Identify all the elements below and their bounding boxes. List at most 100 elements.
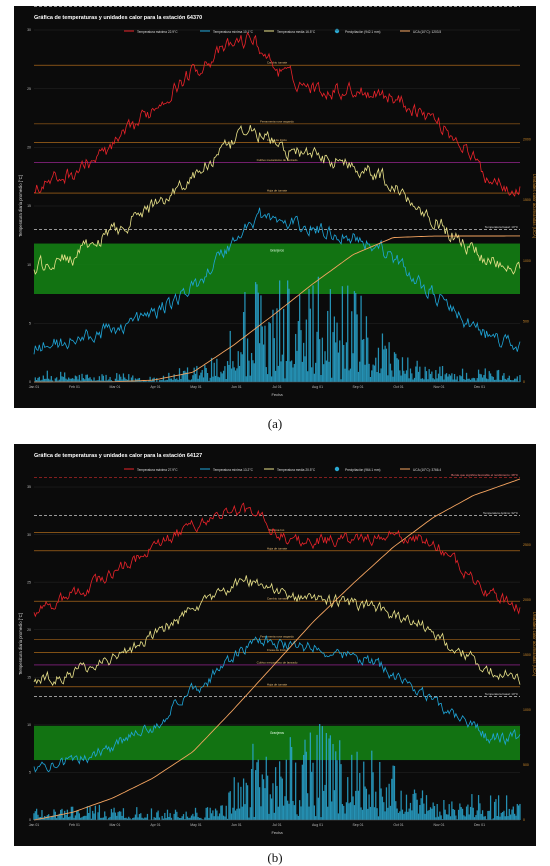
precip-bar (455, 815, 457, 820)
precip-bar (455, 379, 457, 382)
legend-entry: Temperatura media 20.5°C (277, 468, 316, 472)
precip-bar (86, 806, 89, 820)
precip-bar (249, 375, 251, 382)
precip-bar (363, 761, 365, 820)
precip-bar (444, 809, 446, 820)
precip-bar (499, 816, 501, 820)
precip-bar (248, 817, 250, 820)
precip-bar (268, 322, 270, 382)
precip-bar (273, 812, 275, 820)
precip-bar (205, 367, 207, 382)
precip-bar (363, 339, 365, 382)
precip-bar (345, 802, 348, 820)
precip-bar (289, 361, 291, 382)
precip-bar (150, 808, 153, 820)
precip-bar (319, 723, 321, 820)
precip-bar (293, 805, 295, 820)
precip-bar (301, 361, 303, 382)
precip-bar (65, 378, 67, 382)
precip-bar (368, 363, 370, 382)
precip-bar (224, 366, 226, 382)
precip-bar (46, 370, 48, 382)
precip-bar (65, 814, 67, 820)
precip-bar (385, 348, 388, 382)
precip-bar (321, 726, 323, 820)
series-line-tmax (33, 502, 521, 618)
precip-bar (237, 351, 239, 382)
precip-bar (291, 746, 293, 820)
precip-bar (329, 289, 332, 382)
precip-bar (459, 375, 461, 382)
precip-bar (461, 808, 464, 820)
precip-bar (489, 373, 492, 382)
precip-bar (122, 808, 125, 820)
precip-bar (241, 806, 243, 820)
x-tick-label: Apr 01 (150, 385, 160, 389)
precip-bar (70, 806, 72, 820)
precip-bar (429, 373, 432, 382)
precip-bar (236, 368, 238, 382)
precip-bar (445, 814, 448, 820)
x-tick-label: Jan 01 (29, 823, 40, 827)
precip-bar (281, 778, 283, 820)
precip-bar (201, 370, 203, 382)
precip-bar (404, 373, 406, 382)
precip-bar (343, 805, 345, 820)
precip-bar (233, 777, 235, 820)
precip-bar (37, 814, 39, 820)
precip-bar (317, 797, 319, 820)
precip-bar (349, 802, 352, 820)
precip-bar (45, 378, 47, 382)
precip-bar (268, 813, 270, 820)
precip-bar (440, 376, 442, 382)
precip-bar (210, 813, 213, 820)
precip-bar (475, 815, 477, 820)
precip-bar (491, 376, 493, 382)
precip-bar (257, 292, 259, 382)
precip-bar (69, 378, 71, 382)
precip-bar (76, 376, 78, 382)
precip-bar (58, 379, 60, 382)
precip-bar (392, 765, 394, 820)
precip-bar (121, 379, 123, 382)
precip-bar (205, 807, 207, 820)
precip-bar (517, 381, 520, 382)
annotation-label: Máxima Inc. (269, 528, 285, 532)
precip-bar (172, 379, 174, 382)
precip-bar (457, 381, 460, 382)
precip-bar (459, 803, 461, 820)
precip-bar (188, 379, 190, 382)
precip-bar (425, 795, 428, 820)
precip-bar (277, 806, 279, 820)
precip-bar (254, 282, 257, 382)
precip-bar (425, 371, 428, 382)
precip-bar (359, 772, 361, 820)
precip-bar (106, 819, 109, 820)
precip-bar (324, 784, 326, 820)
precip-bar (415, 793, 417, 820)
precip-bar (320, 375, 322, 382)
annotation-label: Temperatura óptima: 32°C (483, 511, 519, 515)
precip-bar (145, 380, 147, 382)
precip-bar (408, 378, 410, 382)
precip-bar (73, 817, 75, 820)
precip-bar (323, 790, 325, 820)
precip-bar (229, 330, 231, 382)
precip-bar (303, 342, 305, 382)
precip-bar (396, 808, 398, 820)
precip-bar (270, 376, 273, 382)
precip-bar (341, 804, 344, 820)
precip-bar (333, 790, 336, 820)
precip-bar (216, 358, 218, 382)
precip-bar (472, 807, 474, 820)
y-tick-label-right: 2500 (523, 543, 531, 547)
precip-bar (513, 378, 516, 382)
precip-bar (449, 816, 452, 820)
precip-bar (185, 811, 187, 820)
precip-bar (264, 325, 266, 382)
precip-bar (230, 368, 233, 382)
precip-bar (348, 370, 350, 382)
precip-bar (85, 815, 87, 820)
precip-bar (471, 378, 473, 382)
precip-bar (433, 806, 436, 820)
